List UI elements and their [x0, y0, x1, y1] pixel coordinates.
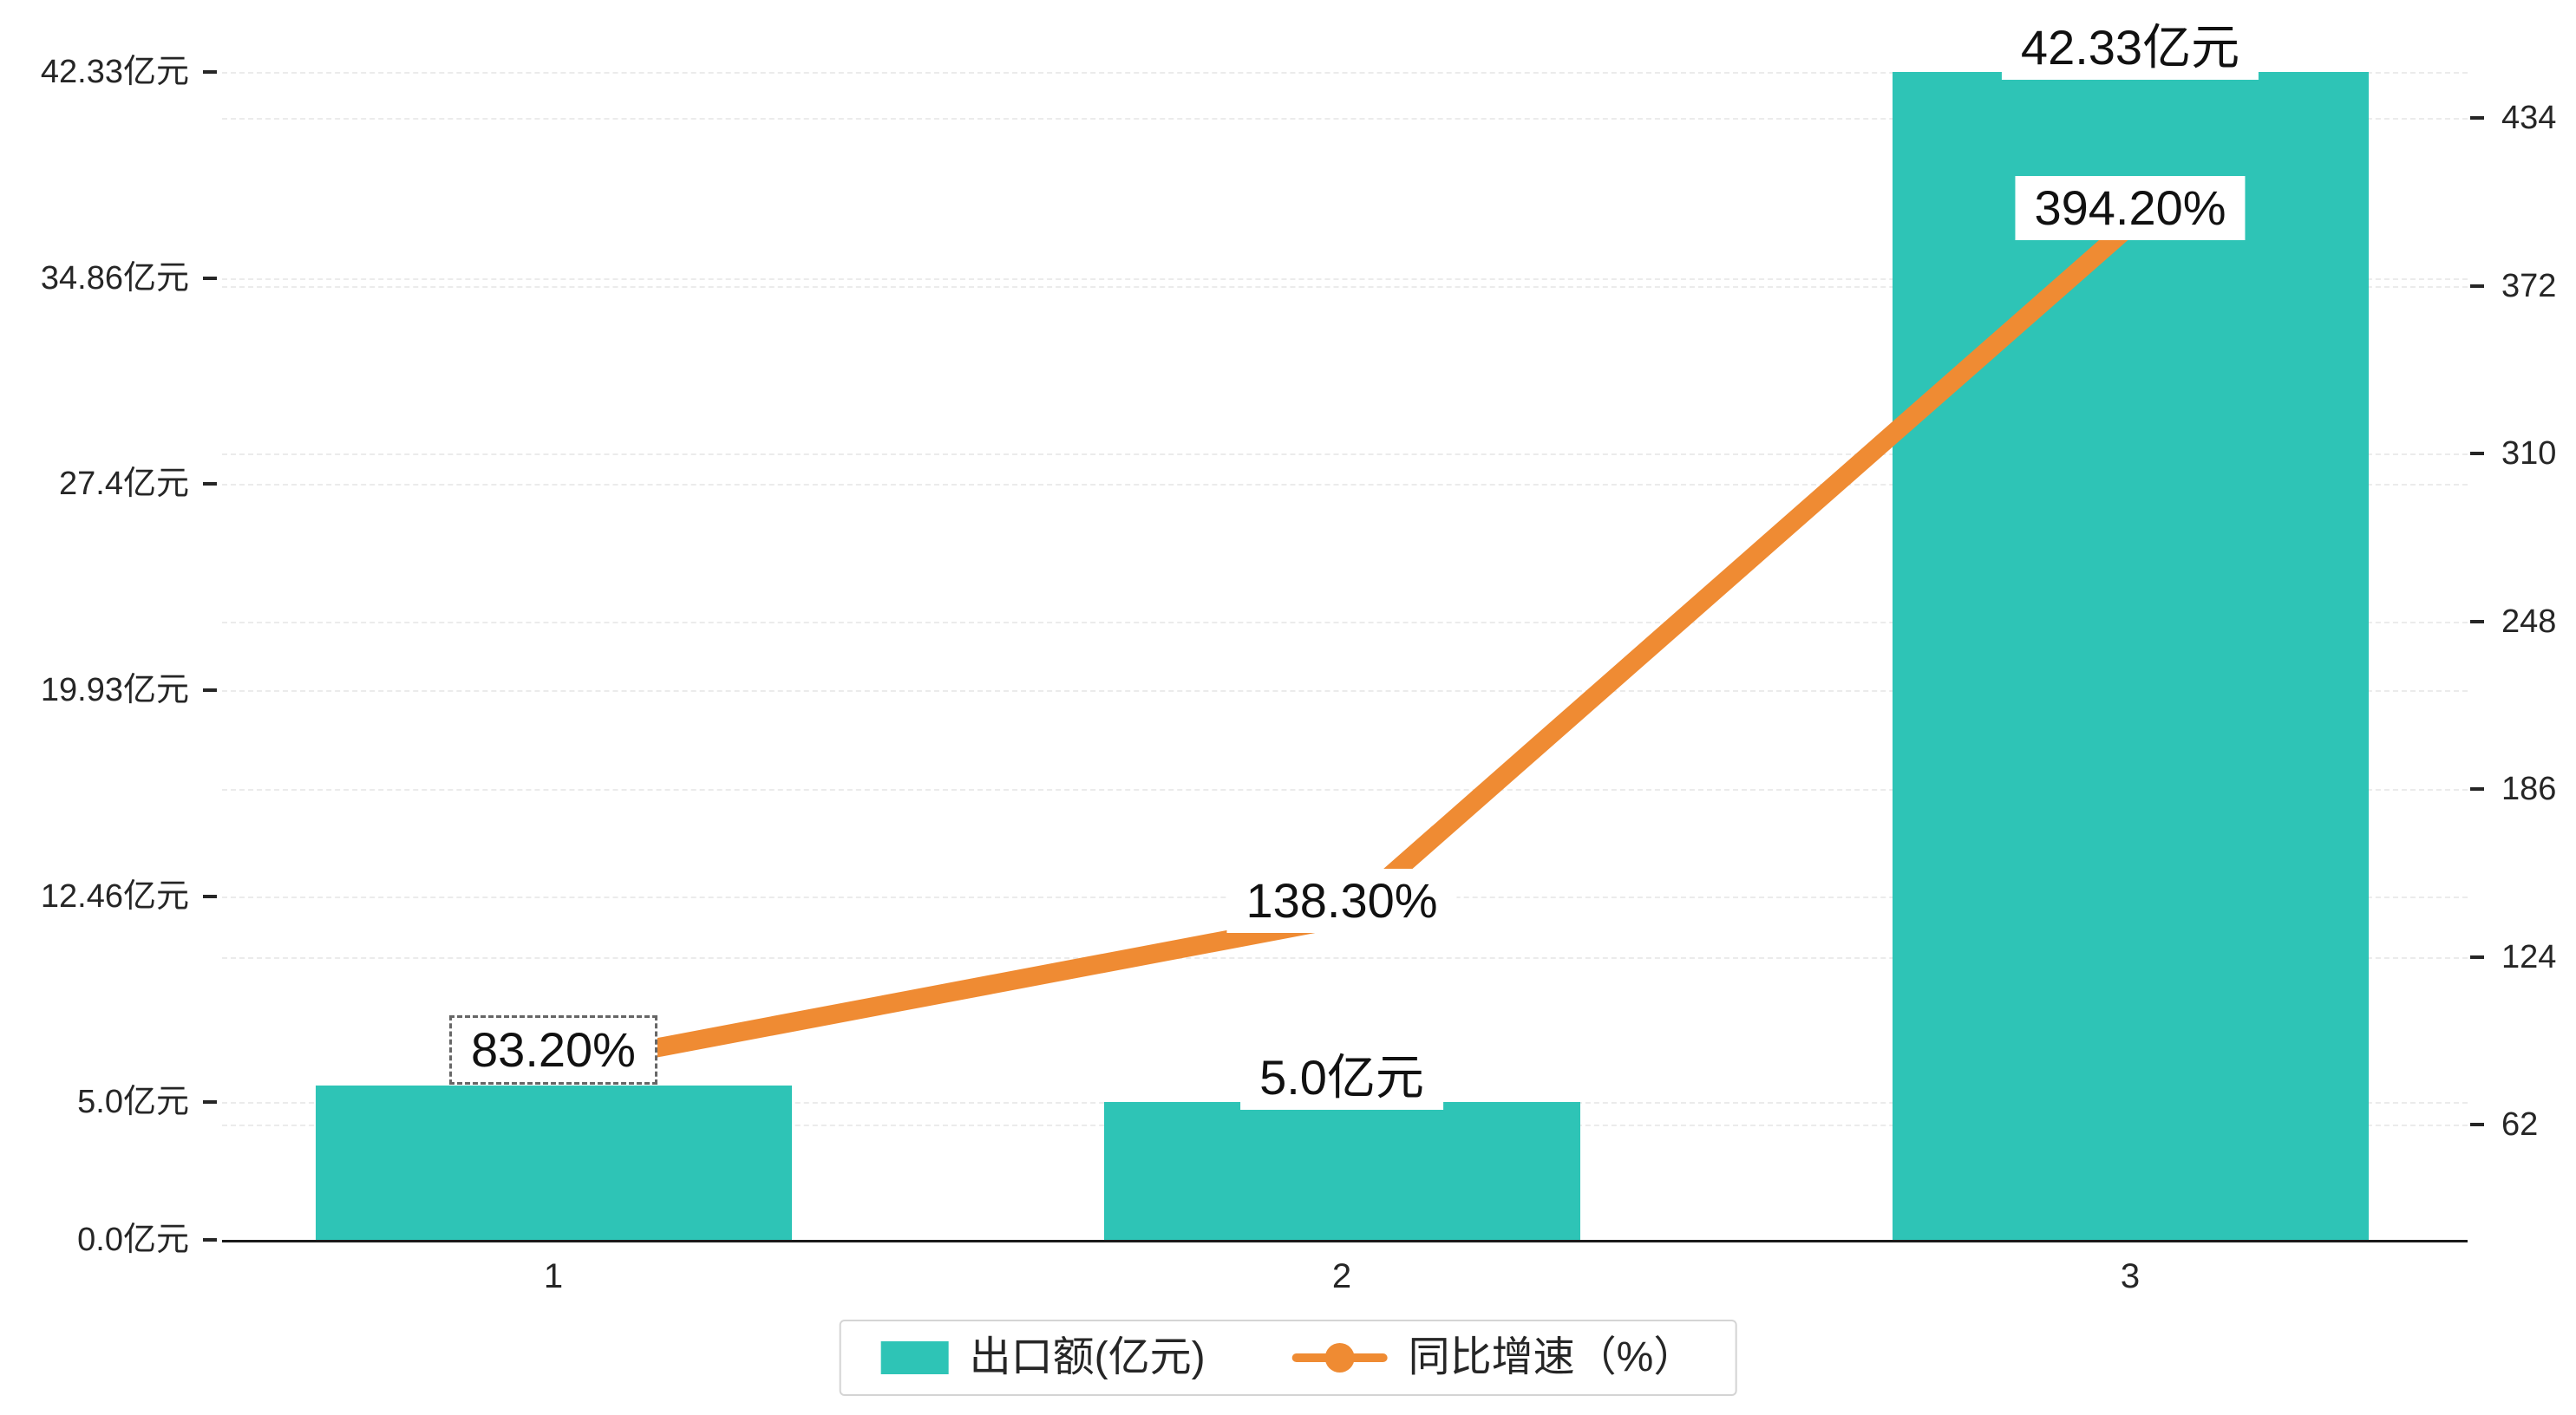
x-axis-line: [222, 1240, 2468, 1242]
x-axis-category-label: 3: [2120, 1257, 2141, 1295]
left-axis-tick-label: 42.33亿元: [40, 54, 189, 90]
line-path: [544, 216, 2140, 1077]
left-axis-tick-label: 0.0亿元: [77, 1222, 189, 1258]
left-axis-tick-label: 5.0亿元: [77, 1084, 189, 1120]
bar-series-swatch-icon: [880, 1341, 949, 1374]
right-axis-tick-label: 434: [2501, 100, 2557, 136]
left-axis-tick-mark: [203, 895, 217, 898]
line-value-label: 83.20%: [449, 1015, 657, 1085]
gridline: [222, 72, 2468, 74]
left-axis-tick-mark: [203, 1238, 217, 1242]
gridline: [222, 286, 2468, 288]
right-axis-tick-mark: [2470, 1123, 2484, 1126]
legend-item-yoy-growth: 同比增速（%）: [1291, 1334, 1696, 1380]
right-axis-tick-label: 186: [2501, 771, 2557, 807]
right-axis-tick-mark: [2470, 284, 2484, 288]
x-axis-category-label: 2: [1331, 1257, 1352, 1295]
bar-export-amount-1: [316, 1086, 792, 1240]
left-axis-tick-label: 34.86亿元: [40, 260, 189, 297]
line-series-swatch-icon: [1291, 1341, 1388, 1374]
right-axis-tick-label: 372: [2501, 268, 2557, 304]
right-axis-tick-mark: [2470, 116, 2484, 120]
left-axis-tick-mark: [203, 688, 217, 692]
gridline: [222, 453, 2468, 455]
x-axis-category-label: 1: [543, 1257, 564, 1295]
legend-item-export-amount: 出口额(亿元): [880, 1334, 1206, 1380]
gridline: [222, 690, 2468, 692]
legend-label-yoy-growth: 同比增速（%）: [1408, 1334, 1696, 1380]
right-axis-tick-mark: [2470, 620, 2484, 623]
gridline: [222, 278, 2468, 280]
left-axis-tick-mark: [203, 482, 217, 486]
bar-export-amount-2: [1104, 1102, 1580, 1240]
legend-label-export-amount: 出口额(亿元): [969, 1334, 1206, 1380]
gridline: [222, 789, 2468, 791]
right-axis-tick-label: 62: [2501, 1106, 2539, 1143]
left-axis-tick-mark: [203, 1100, 217, 1104]
left-axis-tick-label: 27.4亿元: [59, 466, 189, 502]
left-axis-tick-label: 12.46亿元: [40, 878, 189, 915]
gridline: [222, 622, 2468, 623]
gridline: [222, 118, 2468, 120]
right-axis-tick-mark: [2470, 452, 2484, 455]
left-axis-tick-mark: [203, 70, 217, 74]
right-axis-tick-label: 310: [2501, 435, 2557, 472]
chart-legend: 出口额(亿元) 同比增速（%）: [839, 1320, 1737, 1396]
line-value-label: 138.30%: [1226, 869, 1457, 933]
bar-value-label: 5.0亿元: [1240, 1046, 1443, 1110]
bar-value-label: 42.33亿元: [2001, 16, 2259, 80]
gridline: [222, 484, 2468, 486]
bar-export-amount-3: [1893, 72, 2369, 1240]
right-axis-tick-mark: [2470, 787, 2484, 791]
right-axis-tick-label: 248: [2501, 603, 2557, 640]
line-value-label: 394.20%: [2015, 176, 2246, 240]
left-axis-tick-mark: [203, 277, 217, 280]
right-axis-tick-label: 124: [2501, 939, 2557, 975]
right-axis-tick-mark: [2470, 955, 2484, 959]
gridline: [222, 957, 2468, 959]
left-axis-tick-label: 19.93亿元: [40, 672, 189, 708]
